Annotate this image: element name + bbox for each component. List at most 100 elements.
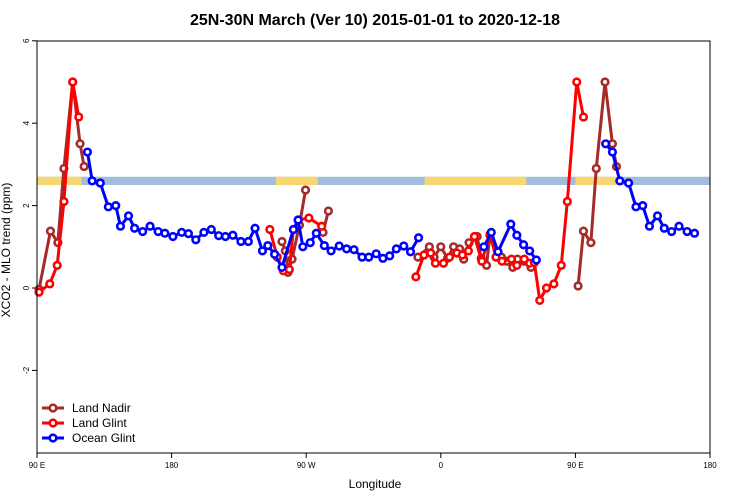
band-land-4 xyxy=(575,176,620,185)
legend-marker-land-glint xyxy=(48,418,58,428)
ocean-glint-point-1-16 xyxy=(191,235,201,245)
ocean-glint-point-3-10 xyxy=(667,226,677,237)
land-glint-point-3-11 xyxy=(477,256,487,266)
ocean-glint-point-3-4 xyxy=(623,178,634,188)
ocean-glint-point-1-17 xyxy=(199,227,209,237)
x-tick-label-0: 90 E xyxy=(29,461,45,470)
land-glint-point-3-4 xyxy=(430,258,441,268)
x-axis-label: Longitude xyxy=(349,477,402,491)
ocean-glint-point-2-7 xyxy=(525,246,535,256)
x-tick-label-3: 0 xyxy=(439,461,444,470)
ocean-glint-line-3 xyxy=(604,142,695,235)
ocean-glint-point-1-38 xyxy=(349,245,359,255)
ocean-glint-point-1-15 xyxy=(183,229,194,239)
land-glint-point-2-8 xyxy=(317,221,327,231)
x-tick-label-5: 180 xyxy=(703,461,717,470)
land-glint-point-1-4 xyxy=(59,196,69,207)
ocean-glint-point-1-33 xyxy=(311,228,321,238)
ocean-glint-point-1-45 xyxy=(399,241,409,251)
ocean-glint-point-2-5 xyxy=(512,230,522,240)
ocean-glint-point-1-24 xyxy=(250,223,260,233)
land-nadir-point-1-7 xyxy=(79,161,89,172)
land-glint-point-1-5 xyxy=(68,77,78,87)
ocean-glint-point-1-36 xyxy=(334,241,344,251)
ocean-glint-point-1-30 xyxy=(293,215,303,225)
land-nadir-point-2-1 xyxy=(277,236,287,247)
chart-title: 25N-30N March (Ver 10) 2015-01-01 to 202… xyxy=(190,12,560,29)
ocean-glint-point-3-2 xyxy=(607,147,618,157)
legend-label-land-nadir: Land Nadir xyxy=(72,401,131,415)
ocean-glint-point-1-28 xyxy=(277,262,287,273)
band-ocean xyxy=(37,176,710,185)
ocean-glint-point-1-27 xyxy=(269,249,280,259)
land-glint-point-3-10 xyxy=(469,231,480,242)
ocean-glint-point-1-41 xyxy=(371,249,381,259)
land-glint-point-3-23 xyxy=(556,260,566,270)
land-glint-point-3-1 xyxy=(411,272,421,282)
land-glint-point-3-24 xyxy=(562,196,572,207)
land-glint-point-2-4 xyxy=(284,264,294,275)
ocean-glint-point-1-44 xyxy=(391,244,401,254)
series-land-glint xyxy=(34,77,589,305)
ocean-glint-point-1-47 xyxy=(413,233,424,243)
ocean-glint-point-3-7 xyxy=(644,221,655,231)
ocean-glint-point-1-7 xyxy=(123,211,134,221)
plot-frame xyxy=(36,40,711,454)
ocean-glint-point-1-1 xyxy=(82,147,93,157)
ocean-glint-point-2-3 xyxy=(493,247,503,257)
ocean-glint-point-1-6 xyxy=(115,221,126,231)
ocean-glint-point-3-11 xyxy=(674,221,684,231)
land-nadir-point-5-1 xyxy=(573,281,583,291)
land-glint-point-3-8 xyxy=(457,250,467,260)
ocean-glint-point-2-4 xyxy=(506,219,516,229)
land-nadir-point-5-3 xyxy=(586,238,596,248)
legend-item-ocean-glint: Ocean Glint xyxy=(42,431,136,445)
ocean-glint-point-1-9 xyxy=(138,226,148,237)
land-nadir-point-1-2 xyxy=(45,226,56,236)
land-glint-point-1-6 xyxy=(74,112,84,122)
ocean-glint-point-1-23 xyxy=(243,236,253,247)
ocean-glint-point-3-3 xyxy=(615,176,625,186)
ocean-glint-point-3-6 xyxy=(638,201,648,211)
land-nadir-point-2-6 xyxy=(300,185,311,195)
land-nadir-point-5-4 xyxy=(591,163,601,174)
land-glint-point-3-25 xyxy=(572,77,582,87)
ocean-glint-point-1-37 xyxy=(341,244,352,254)
land-glint-point-3-14 xyxy=(497,256,507,266)
band-land-2 xyxy=(275,176,318,185)
ocean-glint-point-3-9 xyxy=(659,223,669,233)
ocean-glint-point-1-18 xyxy=(206,224,216,235)
legend-label-ocean-glint: Ocean Glint xyxy=(72,431,136,445)
ocean-glint-point-1-35 xyxy=(326,246,336,256)
axis-ticks: 90 E 180 90 W 0 90 E 180 -2 0 2 4 6 xyxy=(22,38,717,470)
land-glint-point-3-26 xyxy=(578,112,589,122)
land-glint-point-3-9 xyxy=(463,246,473,256)
ocean-glint-point-1-8 xyxy=(129,223,140,233)
y-tick-label-2: 2 xyxy=(22,203,31,208)
land-nadir-point-1-6 xyxy=(75,139,85,149)
ocean-glint-point-1-31 xyxy=(298,242,308,252)
ocean-glint-point-1-43 xyxy=(385,251,395,261)
ocean-glint-point-1-21 xyxy=(228,230,238,240)
land-glint-point-3-16 xyxy=(512,260,522,270)
band-land-3 xyxy=(424,176,527,185)
land-nadir-point-5-2 xyxy=(578,226,589,236)
land-glint-point-1-3 xyxy=(52,260,62,270)
ocean-glint-point-3-13 xyxy=(689,228,700,238)
legend-item-land-glint: Land Glint xyxy=(42,416,127,430)
legend-marker-land-nadir xyxy=(48,403,58,413)
series-layer xyxy=(34,77,700,305)
legend-label-land-glint: Land Glint xyxy=(72,416,127,430)
legend-marker-ocean-glint xyxy=(48,433,58,443)
land-ocean-mask-band xyxy=(37,176,710,185)
y-tick-label-1: 0 xyxy=(22,285,31,290)
land-glint-point-3-22 xyxy=(549,279,559,289)
land-glint-point-3-3 xyxy=(426,248,436,258)
band-land-1 xyxy=(37,176,82,185)
y-axis-label: XCO2 - MLO trend (ppm) xyxy=(0,183,13,318)
y-tick-label-0: -2 xyxy=(22,366,31,374)
land-glint-point-3-5 xyxy=(438,258,449,268)
y-tick-label-3: 4 xyxy=(22,120,31,125)
land-nadir-point-5-5 xyxy=(600,77,610,87)
x-tick-label-1: 180 xyxy=(165,461,179,470)
